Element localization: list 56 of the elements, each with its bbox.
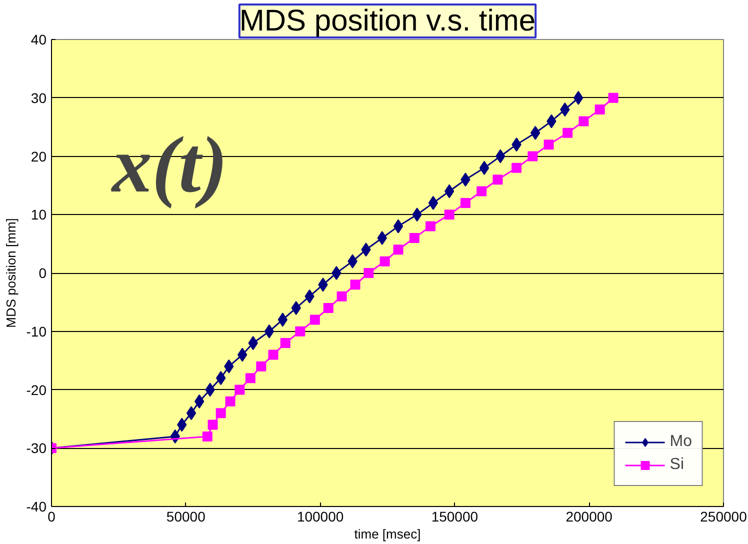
point <box>225 396 236 406</box>
x-tick-label: 100000 <box>296 508 344 524</box>
point <box>256 361 266 372</box>
point <box>476 186 487 196</box>
y-tick-label: -10 <box>26 323 47 340</box>
point <box>562 128 573 138</box>
y-tick-label: -30 <box>26 440 47 456</box>
point <box>280 338 290 348</box>
x-axis-title: time [msec] <box>354 526 421 542</box>
point <box>332 266 342 280</box>
point <box>492 174 503 185</box>
point <box>428 196 438 210</box>
point <box>245 373 256 384</box>
point <box>460 198 470 208</box>
chart-title: MDS position v.s. time <box>239 4 536 38</box>
y-tick-label: -40 <box>26 498 47 514</box>
x-tick-label: 250000 <box>700 508 748 524</box>
point <box>186 406 196 420</box>
point <box>608 92 618 103</box>
point <box>528 151 538 162</box>
point <box>268 350 278 360</box>
x-tick-label: 200000 <box>566 508 613 524</box>
point <box>479 160 490 175</box>
y-tick-label: 10 <box>30 206 47 223</box>
point <box>380 256 390 266</box>
point <box>310 314 320 325</box>
point <box>544 140 554 150</box>
y-tick-label: -20 <box>26 382 47 398</box>
point <box>350 280 360 290</box>
y-tick-label: 30 <box>30 90 47 106</box>
point <box>393 244 404 255</box>
point <box>444 210 454 220</box>
point <box>202 431 212 442</box>
point <box>216 408 226 418</box>
point <box>234 384 245 395</box>
point <box>444 184 454 198</box>
point <box>426 221 436 232</box>
point <box>409 232 420 243</box>
point <box>578 116 589 126</box>
point <box>393 219 404 234</box>
y-tick-label: 40 <box>30 32 47 48</box>
y-axis-title: MDS position [mm] <box>3 218 18 328</box>
x-tick-label: 50000 <box>166 508 206 524</box>
x-tick-label: 150000 <box>431 508 478 524</box>
legend-label: Si <box>670 456 685 474</box>
point <box>323 303 334 314</box>
y-tick-label: 0 <box>38 265 47 281</box>
point <box>512 162 522 173</box>
legend-label: Mo <box>670 433 692 451</box>
point <box>208 420 218 430</box>
point <box>336 291 347 302</box>
point <box>295 326 306 336</box>
point <box>364 268 374 278</box>
y-tick-label: 20 <box>30 148 47 164</box>
point <box>594 104 605 115</box>
point <box>264 324 274 338</box>
